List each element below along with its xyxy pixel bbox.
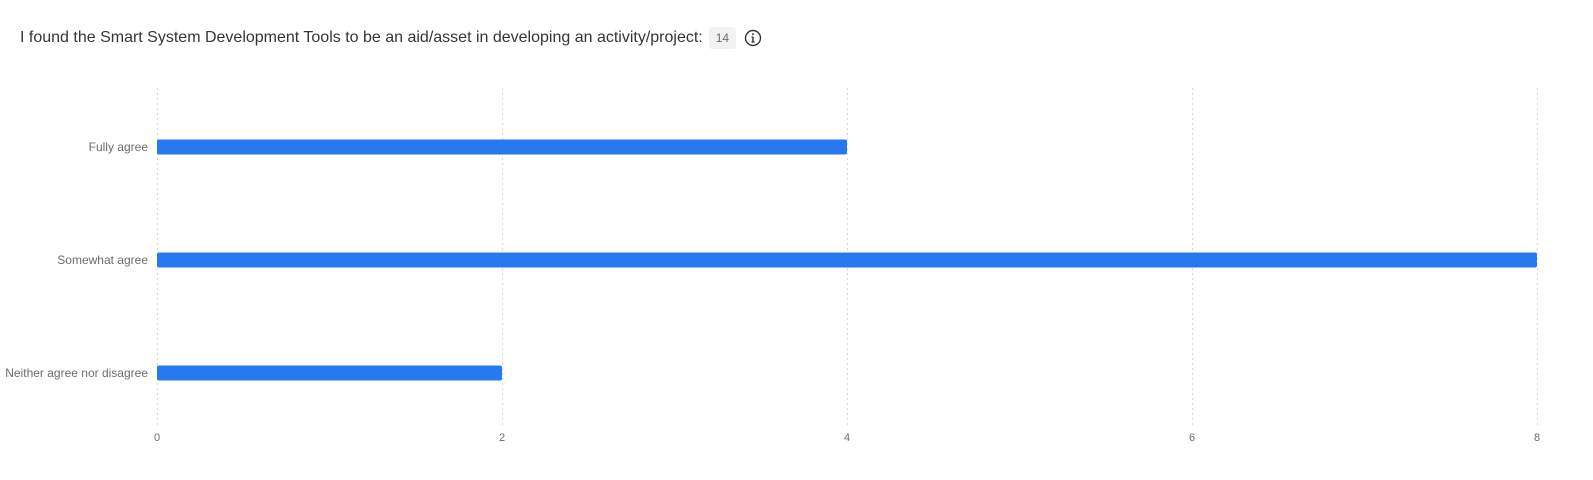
x-tick-label: 4: [844, 432, 850, 444]
category-label: Neither agree nor disagree: [5, 366, 148, 380]
question-title: I found the Smart System Development Too…: [20, 29, 703, 46]
response-count-badge: 14: [708, 27, 737, 49]
category-label: Somewhat agree: [57, 253, 148, 267]
info-icon[interactable]: [744, 29, 762, 47]
bar[interactable]: [157, 252, 1537, 268]
category-label: Fully agree: [89, 140, 149, 154]
x-tick-label: 8: [1534, 432, 1540, 444]
category-labels: Fully agree Somewhat agree Neither agree n…: [5, 140, 148, 380]
chart-header: I found the Smart System Development Too…: [20, 26, 762, 50]
x-tick-label: 2: [499, 432, 505, 444]
x-tick-label: 6: [1189, 432, 1195, 444]
bar[interactable]: [157, 365, 502, 381]
bar[interactable]: [157, 139, 847, 155]
x-tick-label: 0: [154, 432, 160, 444]
x-tick-labels: 0 2 4 6 8: [154, 432, 1540, 444]
bars: [157, 139, 1537, 381]
